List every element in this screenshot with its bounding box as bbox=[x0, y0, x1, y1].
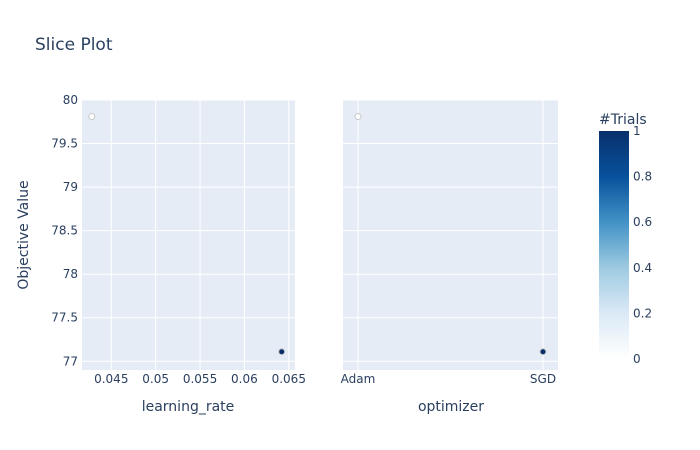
panel-2-gridlines bbox=[343, 99, 558, 370]
y-tick-label: 77.5 bbox=[51, 311, 78, 325]
panel-2-points bbox=[354, 113, 547, 356]
colorbar-tick-label: 0.6 bbox=[633, 215, 652, 229]
p1-x-tick-label: 0.045 bbox=[94, 372, 128, 386]
p1-x-tick-label: 0.065 bbox=[272, 372, 306, 386]
colorbar-tick-label: 0.4 bbox=[633, 261, 652, 275]
y-tick-label: 79 bbox=[63, 180, 78, 194]
y-axis-title: Objective Value bbox=[16, 180, 32, 289]
p1-data-point bbox=[88, 113, 96, 121]
colorbar-tick-label: 0 bbox=[633, 352, 641, 366]
p1-x-tick-label: 0.055 bbox=[183, 372, 217, 386]
y-tick-label: 80 bbox=[63, 93, 78, 107]
colorbar-ticks: 0 0.2 0.4 0.6 0.8 1 bbox=[633, 124, 652, 366]
panel-1-x-ticks: 0.045 0.05 0.055 0.06 0.065 bbox=[94, 372, 306, 386]
panel-1-gridlines bbox=[82, 99, 295, 370]
panel-2-plot-area bbox=[343, 100, 558, 370]
colorbar-tick-label: 0.2 bbox=[633, 306, 652, 320]
colorbar-tick-label: 1 bbox=[633, 124, 641, 138]
panel-1-plot-area bbox=[82, 100, 295, 370]
p2-data-point bbox=[354, 113, 362, 121]
colorbar-title: #Trials bbox=[599, 112, 647, 128]
p1-data-point bbox=[278, 348, 286, 356]
panel-1: 0.045 0.05 0.055 0.06 0.065 learning_rate bbox=[82, 99, 306, 415]
p1-x-tick-label: 0.06 bbox=[231, 372, 258, 386]
panel-1-x-axis-title: learning_rate bbox=[142, 399, 235, 415]
panel-2-x-ticks: Adam SGD bbox=[341, 372, 556, 386]
y-tick-label: 78 bbox=[63, 267, 78, 281]
colorbar-tick-label: 0.8 bbox=[633, 170, 652, 184]
p2-x-tick-label: Adam bbox=[341, 372, 376, 386]
y-tick-label: 77 bbox=[63, 354, 78, 368]
p2-x-tick-label: SGD bbox=[530, 372, 556, 386]
panel-1-points bbox=[88, 113, 286, 356]
p2-data-point bbox=[539, 348, 547, 356]
colorbar: #Trials 0 0.2 0.4 0.6 0.8 1 bbox=[599, 112, 652, 366]
y-tick-label: 78.5 bbox=[51, 224, 78, 238]
panel-2-x-axis-title: optimizer bbox=[418, 399, 484, 415]
y-axis-ticks: 80 79.5 79 78.5 78 77.5 77 bbox=[51, 93, 78, 368]
colorbar-gradient bbox=[599, 131, 629, 359]
panel-2: Adam SGD optimizer bbox=[341, 99, 558, 415]
p1-x-tick-label: 0.05 bbox=[142, 372, 169, 386]
chart-title: Slice Plot bbox=[35, 35, 113, 55]
y-tick-label: 79.5 bbox=[51, 137, 78, 151]
